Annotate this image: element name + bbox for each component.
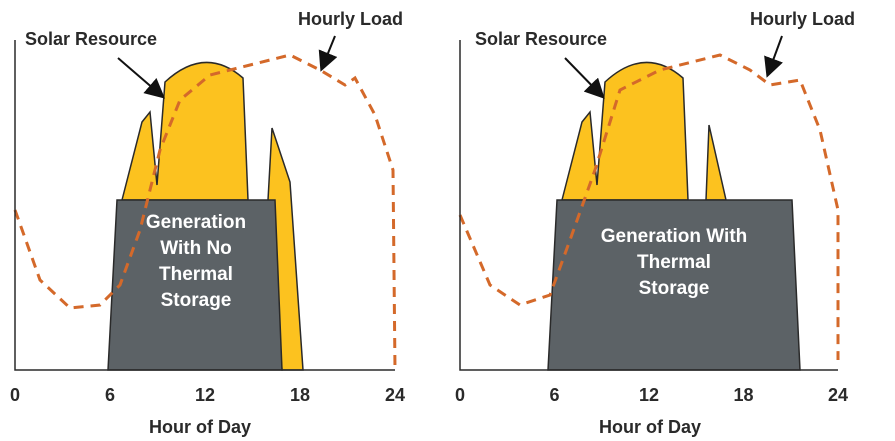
box-text: With No [160,238,232,259]
panel-left: Solar Resource Hourly Load [13,9,403,371]
solar-label: Solar Resource [25,29,157,49]
x-tick-label: 24 [828,385,848,405]
x-tick-label: 18 [290,385,310,405]
solar-arrow [564,57,605,99]
box-text: Thermal [637,252,711,273]
solar-arrow [117,57,166,99]
x-tick-label: 6 [549,385,559,405]
panel-right: Solar Resource Hourly Load [458,9,855,371]
load-arrow [318,35,338,72]
hourly-load [13,53,397,371]
solar-resource [121,61,249,201]
x-tick-label: 24 [385,385,405,405]
x-tick-label: 0 [455,385,465,405]
axes [14,40,395,371]
box-text: Generation With [601,226,748,247]
x-axis-label: Hour of Day [599,417,701,437]
load-label: Hourly Load [750,9,855,29]
solar-label: Solar Resource [475,29,607,49]
box-text: Thermal [159,264,233,285]
load-arrow [764,35,783,78]
box-text: Storage [639,278,710,299]
axes [459,40,838,371]
box-text: Generation [146,212,246,233]
load-label: Hourly Load [298,9,403,29]
hourly-load [458,53,840,360]
x-tick-label: 12 [639,385,659,405]
solar-resource [561,61,689,201]
solar-resource-tail [705,124,727,201]
x-tick-label: 12 [195,385,215,405]
x-tick-label: 0 [10,385,20,405]
box-text: Storage [161,290,232,311]
x-tick-label: 6 [105,385,115,405]
x-axis-label: Hour of Day [149,417,251,437]
x-tick-label: 18 [733,385,753,405]
